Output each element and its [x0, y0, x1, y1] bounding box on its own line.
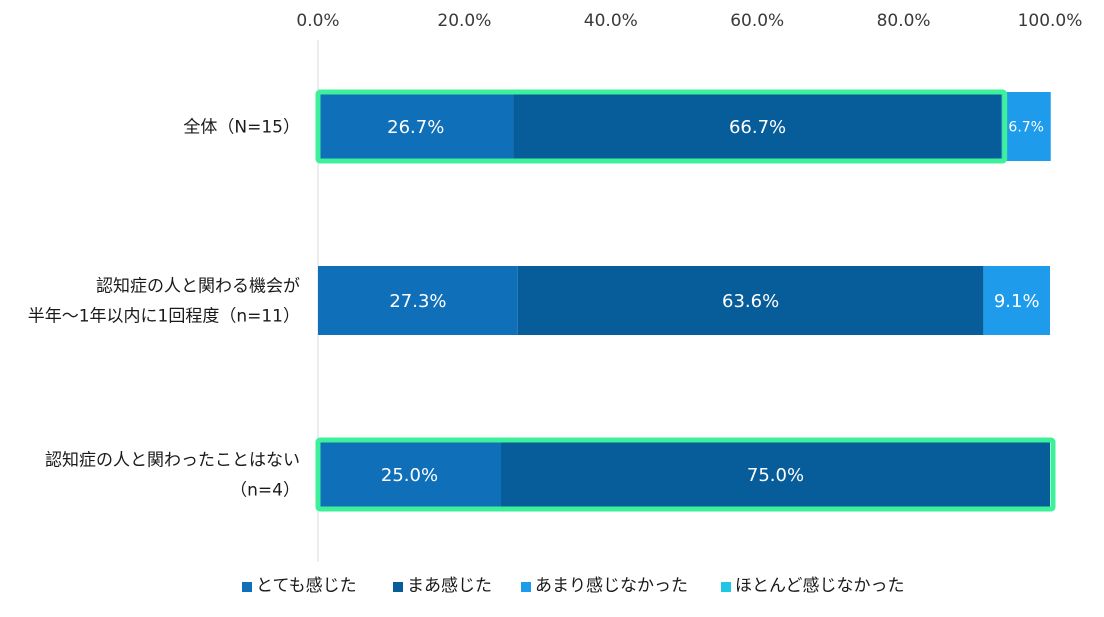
legend-swatch — [242, 582, 252, 592]
legend-swatch — [393, 582, 403, 592]
data-label: 6.7% — [1008, 120, 1044, 136]
bars: 26.7% 66.7% 6.7% 27.3% 63.6% 9.1% 25.0% 75.0% — [315, 89, 1056, 512]
bar-segment — [318, 440, 501, 509]
data-label: 27.3% — [389, 291, 446, 312]
category-label: 半年～1年以内に1回程度（n=11） — [28, 307, 300, 327]
x-axis: 0.0% 20.0% 40.0% 60.0% 80.0% 100.0% — [296, 11, 1082, 562]
legend-label: ほとんど感じなかった — [735, 576, 905, 596]
bar-segment — [513, 92, 1002, 161]
x-tick-label: 80.0% — [877, 11, 931, 31]
x-tick-label: 0.0% — [296, 11, 339, 31]
bar-segment — [318, 92, 514, 161]
category-label: 全体（N=15） — [183, 118, 300, 138]
legend-label: まあ感じた — [407, 576, 492, 596]
bar-segment — [983, 266, 1050, 335]
data-label: 26.7% — [387, 117, 444, 138]
category-label: 認知症の人と関わったことはない — [45, 451, 300, 471]
x-tick-label: 40.0% — [584, 11, 638, 31]
legend-label: あまり感じなかった — [535, 576, 688, 596]
legend-label: とても感じた — [256, 576, 357, 596]
legend-swatch — [521, 582, 531, 592]
data-label: 66.7% — [729, 117, 786, 138]
category-label: 認知症の人と関わる機会が — [96, 277, 300, 297]
highlight-frame — [315, 437, 1056, 512]
legend-swatch — [721, 582, 731, 592]
data-label: 63.6% — [722, 291, 779, 312]
data-label: 25.0% — [381, 465, 438, 486]
x-tick-label: 20.0% — [437, 11, 491, 31]
data-label: 9.1% — [994, 291, 1040, 312]
x-tick-label: 100.0% — [1018, 11, 1083, 31]
data-label: 75.0% — [747, 465, 804, 486]
highlight-frame — [315, 89, 1008, 164]
bar-segment — [517, 266, 984, 335]
bar-segment — [501, 440, 1050, 509]
bar-segment — [1001, 92, 1051, 161]
bar-segment — [318, 266, 518, 335]
legend: とても感じた まあ感じた あまり感じなかった ほとんど感じなかった — [242, 576, 905, 596]
category-label: （n=4） — [230, 481, 300, 501]
x-tick-label: 60.0% — [730, 11, 784, 31]
